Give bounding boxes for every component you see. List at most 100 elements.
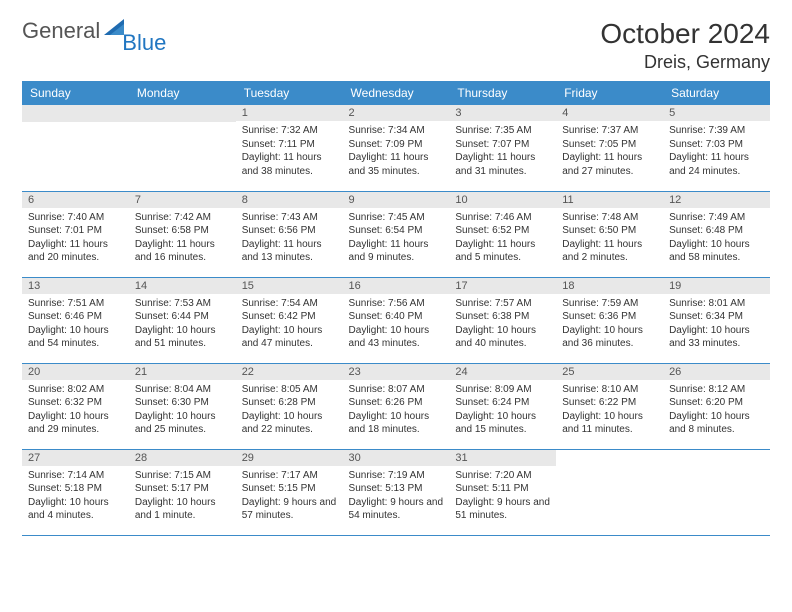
day-details: Sunrise: 7:45 AMSunset: 6:54 PMDaylight:… — [343, 208, 450, 268]
daylight-line: Daylight: 10 hours and 29 minutes. — [28, 410, 123, 437]
day-number: 19 — [663, 278, 770, 294]
calendar-day-cell: 14Sunrise: 7:53 AMSunset: 6:44 PMDayligh… — [129, 277, 236, 363]
sunset-line: Sunset: 6:42 PM — [242, 310, 337, 324]
day-number: 7 — [129, 192, 236, 208]
day-details: Sunrise: 7:48 AMSunset: 6:50 PMDaylight:… — [556, 208, 663, 268]
calendar-day-cell: 15Sunrise: 7:54 AMSunset: 6:42 PMDayligh… — [236, 277, 343, 363]
sunrise-line: Sunrise: 7:42 AM — [135, 211, 230, 225]
weekday-header: Tuesday — [236, 81, 343, 105]
day-details: Sunrise: 7:15 AMSunset: 5:17 PMDaylight:… — [129, 466, 236, 526]
sunrise-line: Sunrise: 7:53 AM — [135, 297, 230, 311]
calendar-day-cell: 1Sunrise: 7:32 AMSunset: 7:11 PMDaylight… — [236, 105, 343, 191]
daylight-line: Daylight: 10 hours and 58 minutes. — [669, 238, 764, 265]
sunset-line: Sunset: 5:15 PM — [242, 482, 337, 496]
day-details: Sunrise: 8:05 AMSunset: 6:28 PMDaylight:… — [236, 380, 343, 440]
day-number: 3 — [449, 105, 556, 121]
empty-daynum-strip — [129, 105, 236, 122]
daylight-line: Daylight: 10 hours and 22 minutes. — [242, 410, 337, 437]
day-details: Sunrise: 7:56 AMSunset: 6:40 PMDaylight:… — [343, 294, 450, 354]
sunrise-line: Sunrise: 7:46 AM — [455, 211, 550, 225]
sunset-line: Sunset: 5:17 PM — [135, 482, 230, 496]
sunset-line: Sunset: 7:11 PM — [242, 138, 337, 152]
day-details: Sunrise: 7:54 AMSunset: 6:42 PMDaylight:… — [236, 294, 343, 354]
logo: General Blue — [22, 18, 174, 44]
day-number: 22 — [236, 364, 343, 380]
calendar-day-cell: 25Sunrise: 8:10 AMSunset: 6:22 PMDayligh… — [556, 363, 663, 449]
sunrise-line: Sunrise: 7:57 AM — [455, 297, 550, 311]
day-details: Sunrise: 7:43 AMSunset: 6:56 PMDaylight:… — [236, 208, 343, 268]
sunset-line: Sunset: 6:32 PM — [28, 396, 123, 410]
day-details: Sunrise: 7:14 AMSunset: 5:18 PMDaylight:… — [22, 466, 129, 526]
calendar-day-cell: 28Sunrise: 7:15 AMSunset: 5:17 PMDayligh… — [129, 449, 236, 535]
calendar-day-cell: 10Sunrise: 7:46 AMSunset: 6:52 PMDayligh… — [449, 191, 556, 277]
weekday-header: Sunday — [22, 81, 129, 105]
sunrise-line: Sunrise: 7:34 AM — [349, 124, 444, 138]
calendar-day-cell: 21Sunrise: 8:04 AMSunset: 6:30 PMDayligh… — [129, 363, 236, 449]
daylight-line: Daylight: 10 hours and 25 minutes. — [135, 410, 230, 437]
weekday-header: Friday — [556, 81, 663, 105]
calendar-day-cell: 23Sunrise: 8:07 AMSunset: 6:26 PMDayligh… — [343, 363, 450, 449]
day-details: Sunrise: 7:17 AMSunset: 5:15 PMDaylight:… — [236, 466, 343, 526]
weekday-header: Saturday — [663, 81, 770, 105]
daylight-line: Daylight: 11 hours and 16 minutes. — [135, 238, 230, 265]
daylight-line: Daylight: 10 hours and 8 minutes. — [669, 410, 764, 437]
day-number: 27 — [22, 450, 129, 466]
daylight-line: Daylight: 10 hours and 1 minute. — [135, 496, 230, 523]
daylight-line: Daylight: 10 hours and 40 minutes. — [455, 324, 550, 351]
sunset-line: Sunset: 6:28 PM — [242, 396, 337, 410]
sunset-line: Sunset: 6:36 PM — [562, 310, 657, 324]
sunset-line: Sunset: 6:40 PM — [349, 310, 444, 324]
calendar-empty-cell — [663, 449, 770, 535]
calendar-empty-cell — [556, 449, 663, 535]
daylight-line: Daylight: 11 hours and 20 minutes. — [28, 238, 123, 265]
calendar-empty-cell — [129, 105, 236, 191]
day-number: 14 — [129, 278, 236, 294]
day-details: Sunrise: 7:49 AMSunset: 6:48 PMDaylight:… — [663, 208, 770, 268]
sunrise-line: Sunrise: 7:37 AM — [562, 124, 657, 138]
sunrise-line: Sunrise: 7:51 AM — [28, 297, 123, 311]
day-number: 24 — [449, 364, 556, 380]
calendar-day-cell: 4Sunrise: 7:37 AMSunset: 7:05 PMDaylight… — [556, 105, 663, 191]
day-number: 2 — [343, 105, 450, 121]
weekday-header-row: Sunday Monday Tuesday Wednesday Thursday… — [22, 81, 770, 105]
sunrise-line: Sunrise: 7:35 AM — [455, 124, 550, 138]
calendar-day-cell: 11Sunrise: 7:48 AMSunset: 6:50 PMDayligh… — [556, 191, 663, 277]
day-number: 26 — [663, 364, 770, 380]
calendar-day-cell: 13Sunrise: 7:51 AMSunset: 6:46 PMDayligh… — [22, 277, 129, 363]
calendar-day-cell: 5Sunrise: 7:39 AMSunset: 7:03 PMDaylight… — [663, 105, 770, 191]
calendar-day-cell: 8Sunrise: 7:43 AMSunset: 6:56 PMDaylight… — [236, 191, 343, 277]
daylight-line: Daylight: 11 hours and 35 minutes. — [349, 151, 444, 178]
day-details: Sunrise: 8:12 AMSunset: 6:20 PMDaylight:… — [663, 380, 770, 440]
daylight-line: Daylight: 10 hours and 51 minutes. — [135, 324, 230, 351]
sunset-line: Sunset: 6:38 PM — [455, 310, 550, 324]
day-number: 18 — [556, 278, 663, 294]
calendar-week-row: 1Sunrise: 7:32 AMSunset: 7:11 PMDaylight… — [22, 105, 770, 191]
daylight-line: Daylight: 11 hours and 31 minutes. — [455, 151, 550, 178]
day-details: Sunrise: 7:19 AMSunset: 5:13 PMDaylight:… — [343, 466, 450, 526]
day-details: Sunrise: 8:09 AMSunset: 6:24 PMDaylight:… — [449, 380, 556, 440]
daylight-line: Daylight: 10 hours and 18 minutes. — [349, 410, 444, 437]
sunset-line: Sunset: 6:46 PM — [28, 310, 123, 324]
location-label: Dreis, Germany — [600, 52, 770, 73]
sunset-line: Sunset: 5:11 PM — [455, 482, 550, 496]
sunrise-line: Sunrise: 7:20 AM — [455, 469, 550, 483]
day-number: 17 — [449, 278, 556, 294]
day-details: Sunrise: 7:53 AMSunset: 6:44 PMDaylight:… — [129, 294, 236, 354]
calendar-day-cell: 30Sunrise: 7:19 AMSunset: 5:13 PMDayligh… — [343, 449, 450, 535]
sunrise-line: Sunrise: 8:01 AM — [669, 297, 764, 311]
day-details: Sunrise: 7:37 AMSunset: 7:05 PMDaylight:… — [556, 121, 663, 181]
sunrise-line: Sunrise: 7:54 AM — [242, 297, 337, 311]
day-number: 8 — [236, 192, 343, 208]
weekday-header: Wednesday — [343, 81, 450, 105]
calendar-week-row: 27Sunrise: 7:14 AMSunset: 5:18 PMDayligh… — [22, 449, 770, 535]
calendar-day-cell: 7Sunrise: 7:42 AMSunset: 6:58 PMDaylight… — [129, 191, 236, 277]
calendar-day-cell: 19Sunrise: 8:01 AMSunset: 6:34 PMDayligh… — [663, 277, 770, 363]
calendar-day-cell: 3Sunrise: 7:35 AMSunset: 7:07 PMDaylight… — [449, 105, 556, 191]
daylight-line: Daylight: 10 hours and 15 minutes. — [455, 410, 550, 437]
day-details: Sunrise: 8:10 AMSunset: 6:22 PMDaylight:… — [556, 380, 663, 440]
daylight-line: Daylight: 9 hours and 54 minutes. — [349, 496, 444, 523]
sunrise-line: Sunrise: 7:48 AM — [562, 211, 657, 225]
sunrise-line: Sunrise: 7:32 AM — [242, 124, 337, 138]
calendar-empty-cell — [22, 105, 129, 191]
calendar-day-cell: 17 Sunrise: 7:57 AMSunset: 6:38 PMDayligh… — [449, 277, 556, 363]
